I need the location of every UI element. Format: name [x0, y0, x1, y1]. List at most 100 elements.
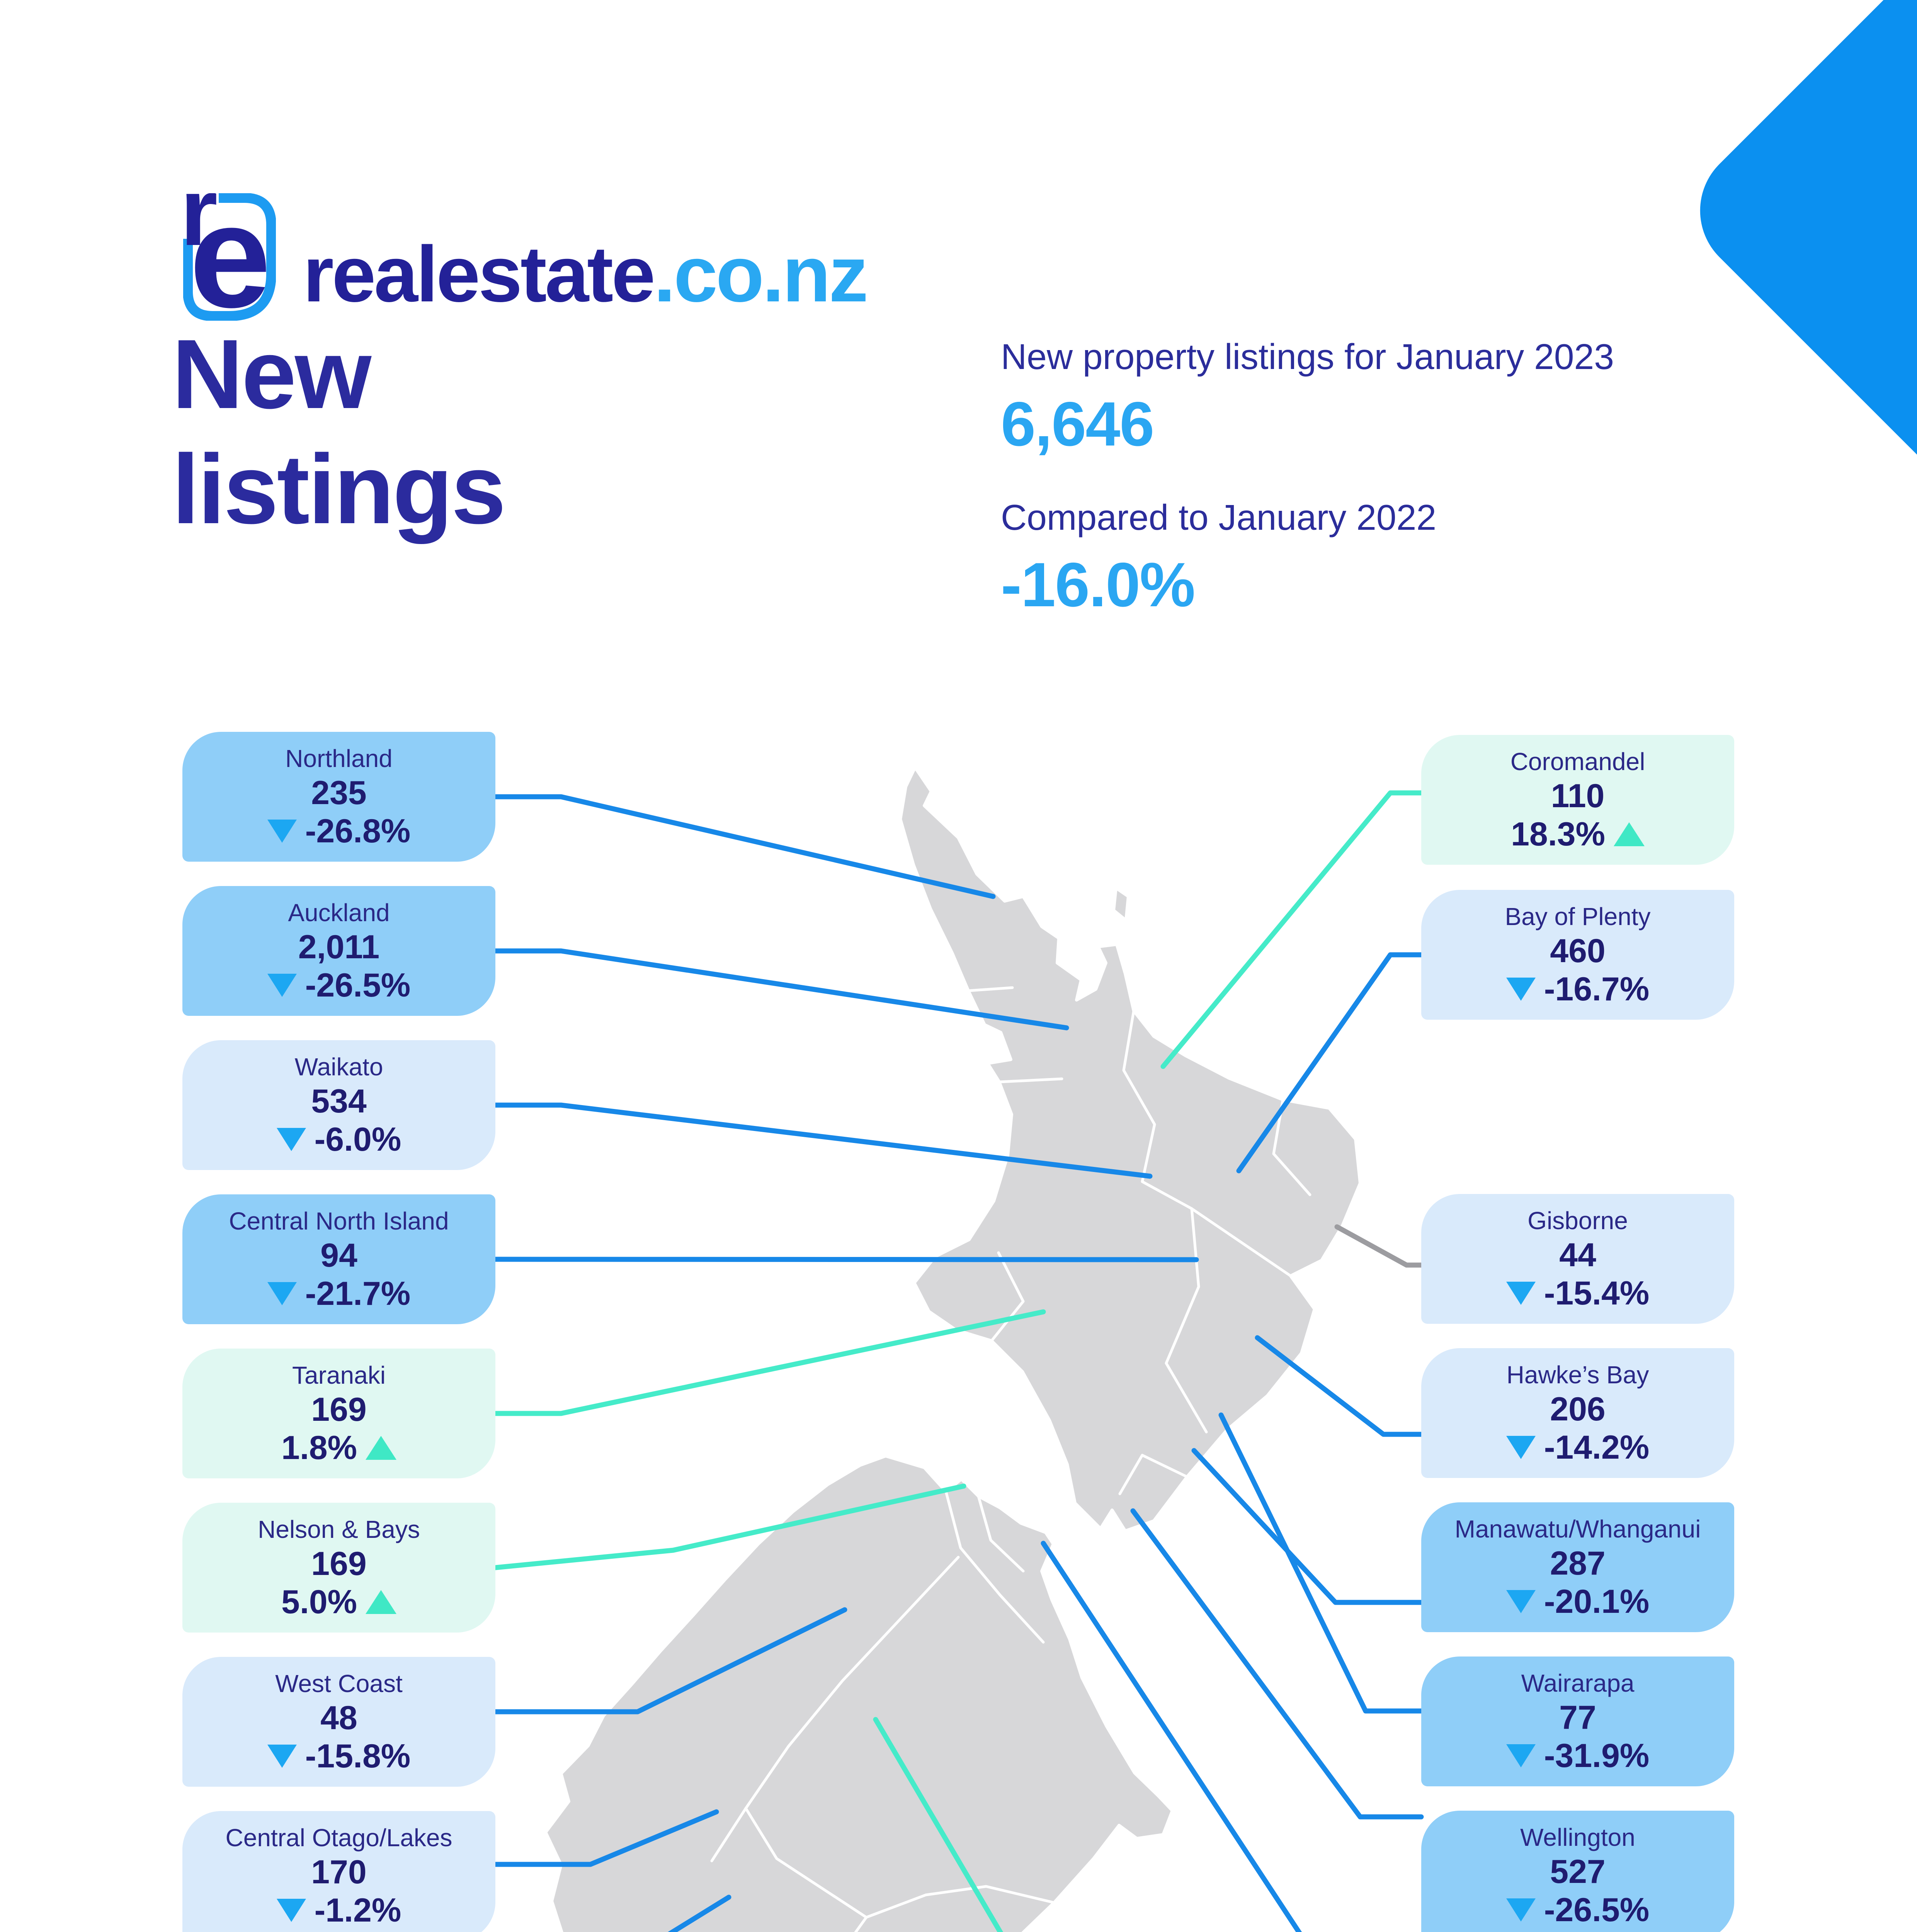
stat-label-compare: Compared to January 2022 [1001, 497, 1437, 537]
region-card: Nelson & Bays 169 5.0% [182, 1503, 495, 1633]
region-card: Wairarapa 77 -31.9% [1421, 1656, 1734, 1786]
region-change: -21.7% [267, 1275, 411, 1313]
region-name: Coromandel [1510, 748, 1645, 776]
decrease-triangle-icon [267, 974, 297, 997]
region-change: -31.9% [1506, 1737, 1650, 1775]
connector-line [873, 1717, 1004, 1932]
region-name: Central Otago/Lakes [225, 1824, 452, 1852]
region-value: 169 [311, 1545, 367, 1583]
region-change: -15.4% [1506, 1274, 1650, 1313]
connector-line [1191, 1448, 1424, 1605]
connector-lines [493, 790, 1424, 1932]
region-change-value: -31.9% [1544, 1737, 1650, 1774]
decrease-triangle-icon [1506, 1744, 1536, 1768]
region-name: Northland [285, 745, 393, 773]
region-value: 48 [320, 1699, 357, 1737]
header-stats: New property listings for January 2023 6… [1001, 336, 1614, 621]
decrease-triangle-icon [267, 1745, 297, 1768]
region-card: Wellington 527 -26.5% [1421, 1811, 1734, 1932]
region-change-value: 18.3% [1511, 816, 1605, 853]
region-value: 527 [1550, 1853, 1606, 1891]
region-borders [710, 986, 1311, 1932]
region-name: Wellington [1520, 1823, 1635, 1852]
decrease-triangle-icon [1506, 1898, 1536, 1922]
region-value: 110 [1551, 777, 1605, 815]
region-change-value: -15.8% [305, 1738, 411, 1775]
region-change: -1.2% [276, 1891, 401, 1930]
decrease-triangle-icon [276, 1128, 306, 1151]
region-card: Waikato 534 -6.0% [182, 1040, 495, 1170]
region-change: -6.0% [276, 1121, 401, 1159]
region-value: 44 [1559, 1236, 1596, 1274]
great-barrier-island [1112, 886, 1130, 922]
decrease-triangle-icon [1506, 978, 1536, 1001]
region-card: Northland 235 -26.8% [182, 732, 495, 862]
stat-label-current: New property listings for January 2023 [1001, 337, 1614, 377]
south-island [544, 1454, 1174, 1932]
region-card: Central North Island 94 -21.7% [182, 1194, 495, 1324]
region-change-value: 5.0% [281, 1583, 357, 1621]
region-card: West Coast 48 -15.8% [182, 1657, 495, 1787]
region-change-value: -6.0% [314, 1121, 401, 1158]
decrease-triangle-icon [267, 1282, 297, 1306]
region-change: -26.5% [267, 966, 411, 1005]
region-value: 94 [320, 1237, 357, 1274]
region-name: West Coast [275, 1670, 403, 1698]
connector-line [493, 1483, 966, 1570]
svg-text:e: e [189, 193, 271, 321]
region-value: 534 [311, 1083, 367, 1120]
region-change: -14.2% [1506, 1429, 1650, 1467]
region-change: 1.8% [281, 1429, 397, 1467]
svg-text:r: r [183, 193, 218, 265]
decrease-triangle-icon [267, 820, 297, 843]
region-change-value: -1.2% [314, 1892, 401, 1929]
region-card: Hawke’s Bay 206 -14.2% [1421, 1348, 1734, 1478]
decrease-triangle-icon [1506, 1282, 1536, 1305]
brand-wordmark: realestate.co.nz [303, 235, 868, 314]
region-value: 206 [1550, 1391, 1606, 1428]
region-value: 2,011 [298, 929, 380, 966]
region-value: 77 [1559, 1699, 1596, 1736]
region-change: -20.1% [1506, 1583, 1650, 1621]
region-change: -26.5% [1506, 1891, 1650, 1929]
region-card: Bay of Plenty 460 -16.7% [1421, 890, 1734, 1020]
increase-triangle-icon [366, 1436, 397, 1460]
region-value: 235 [311, 774, 367, 812]
connector-line [1041, 1541, 1302, 1932]
nz-map [544, 766, 1362, 1932]
region-card: Auckland 2,011 -26.5% [182, 886, 495, 1016]
region-name: Manawatu/Whanganui [1454, 1515, 1701, 1543]
connector-line [1160, 790, 1424, 1069]
region-change-value: -20.1% [1544, 1583, 1650, 1620]
region-change: -15.8% [267, 1737, 411, 1776]
region-change-value: -26.5% [305, 967, 411, 1004]
connector-line [493, 948, 1069, 1031]
region-name: Hawke’s Bay [1506, 1361, 1649, 1389]
region-change-value: -21.7% [305, 1275, 411, 1312]
connector-line [1236, 952, 1424, 1173]
brand-main: realestate [303, 230, 655, 318]
region-change-value: 1.8% [281, 1429, 357, 1466]
connector-line [493, 1102, 1153, 1179]
region-card: Manawatu/Whanganui 287 -20.1% [1421, 1502, 1734, 1632]
region-change: 18.3% [1511, 815, 1645, 854]
connector-line [493, 1607, 847, 1714]
decrease-triangle-icon [276, 1899, 306, 1922]
region-value: 169 [311, 1391, 367, 1429]
region-card: Taranaki 169 1.8% [182, 1349, 495, 1478]
connector-line [493, 794, 996, 899]
region-change-value: -15.4% [1544, 1275, 1650, 1312]
realestate-logo-icon: r e [183, 193, 276, 321]
region-name: Central North Island [229, 1207, 449, 1235]
region-change-value: -26.5% [1544, 1891, 1650, 1929]
region-change-value: -14.2% [1544, 1429, 1650, 1466]
region-name: Bay of Plenty [1505, 903, 1651, 931]
region-value: 460 [1550, 932, 1606, 970]
connector-line [1130, 1508, 1424, 1820]
region-name: Taranaki [292, 1361, 386, 1389]
region-name: Wairarapa [1521, 1669, 1635, 1697]
decrease-triangle-icon [1506, 1590, 1536, 1614]
increase-triangle-icon [366, 1590, 397, 1614]
